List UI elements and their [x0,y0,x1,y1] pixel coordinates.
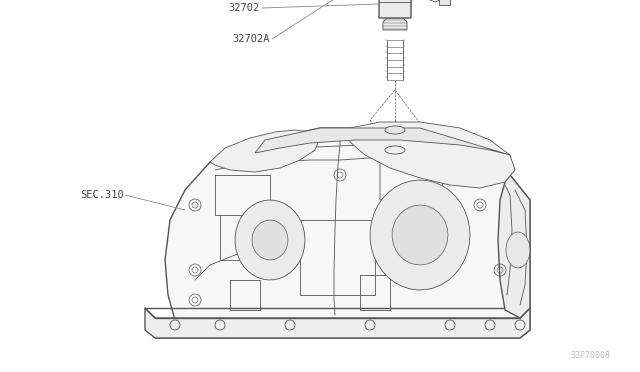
Polygon shape [155,128,530,338]
Polygon shape [145,308,530,338]
Polygon shape [255,128,510,155]
Polygon shape [370,180,470,290]
Text: SEC.310: SEC.310 [80,190,124,200]
Polygon shape [235,200,305,280]
Polygon shape [498,175,530,318]
Polygon shape [379,0,411,18]
Polygon shape [210,130,320,172]
Polygon shape [350,122,515,188]
Text: 33P70008: 33P70008 [570,351,610,360]
Polygon shape [439,0,450,5]
Polygon shape [252,220,288,260]
Polygon shape [506,232,530,268]
Text: 32702: 32702 [228,3,260,13]
Polygon shape [392,205,448,265]
Polygon shape [383,18,407,30]
Text: 32702A: 32702A [232,34,270,44]
Ellipse shape [385,126,405,134]
